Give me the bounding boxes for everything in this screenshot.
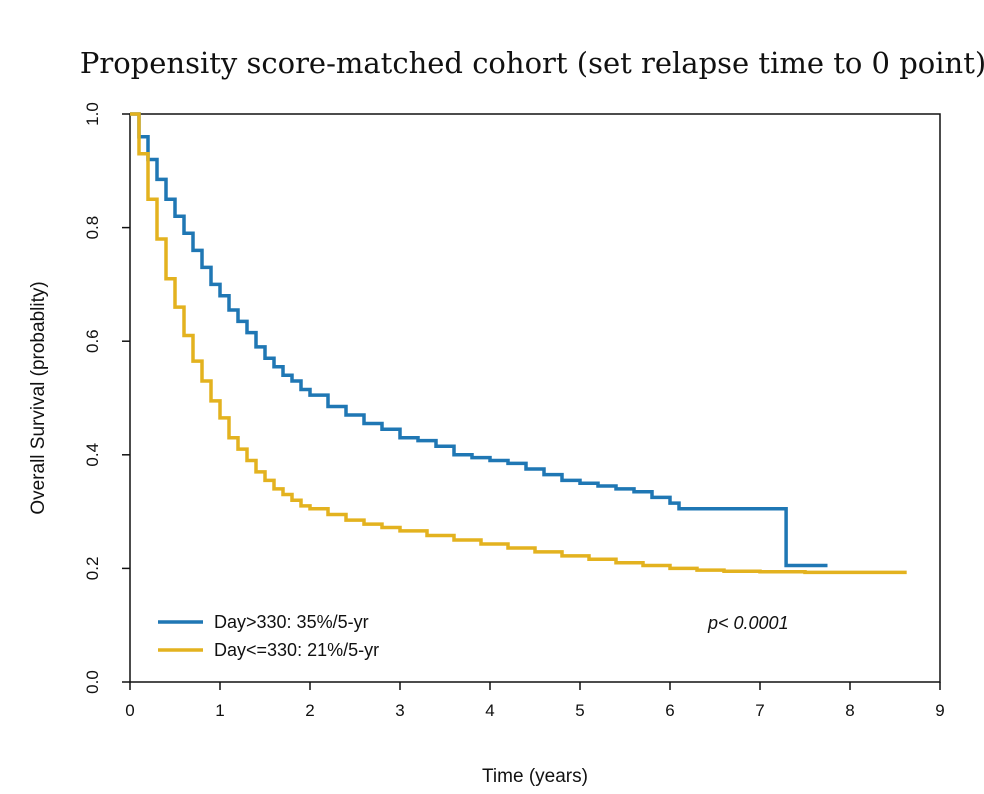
y-tick-label: 0.8 [83, 216, 102, 240]
plot-frame [129, 113, 941, 683]
curve-day-le-330 [130, 112, 907, 575]
x-tick-label: 4 [485, 701, 494, 720]
x-tick-label: 6 [665, 701, 674, 720]
y-tick-label: 0.6 [83, 329, 102, 353]
x-tick-label: 7 [755, 701, 764, 720]
x-tick-label: 3 [395, 701, 404, 720]
y-axis: 0.0 0.2 0.4 0.6 0.8 1.0 [83, 102, 130, 694]
x-tick-label: 0 [125, 701, 134, 720]
legend-label-day-gt-330: Day>330: 35%/5-yr [214, 612, 369, 632]
y-tick-label: 1.0 [83, 102, 102, 126]
x-tick-label: 8 [845, 701, 854, 720]
legend: Day>330: 35%/5-yr Day<=330: 21%/5-yr [158, 612, 379, 660]
chart-title: Propensity score-matched cohort (set rel… [80, 46, 984, 80]
y-axis-label: Overall Survival (probablity) [28, 281, 49, 514]
curve-day-gt-330 [130, 112, 828, 568]
p-value-annotation: p< 0.0001 [707, 613, 789, 633]
y-tick-label: 0.2 [83, 557, 102, 581]
x-axis: 0 1 2 3 4 5 6 7 8 9 [125, 682, 945, 720]
x-axis-label: Time (years) [482, 766, 588, 787]
y-tick-label: 0.0 [83, 670, 102, 694]
legend-label-day-le-330: Day<=330: 21%/5-yr [214, 640, 379, 660]
x-tick-label: 9 [935, 701, 944, 720]
x-tick-label: 2 [305, 701, 314, 720]
y-tick-label: 0.4 [83, 443, 102, 467]
x-tick-label: 1 [215, 701, 224, 720]
x-tick-label: 5 [575, 701, 584, 720]
survival-curves [130, 112, 907, 575]
